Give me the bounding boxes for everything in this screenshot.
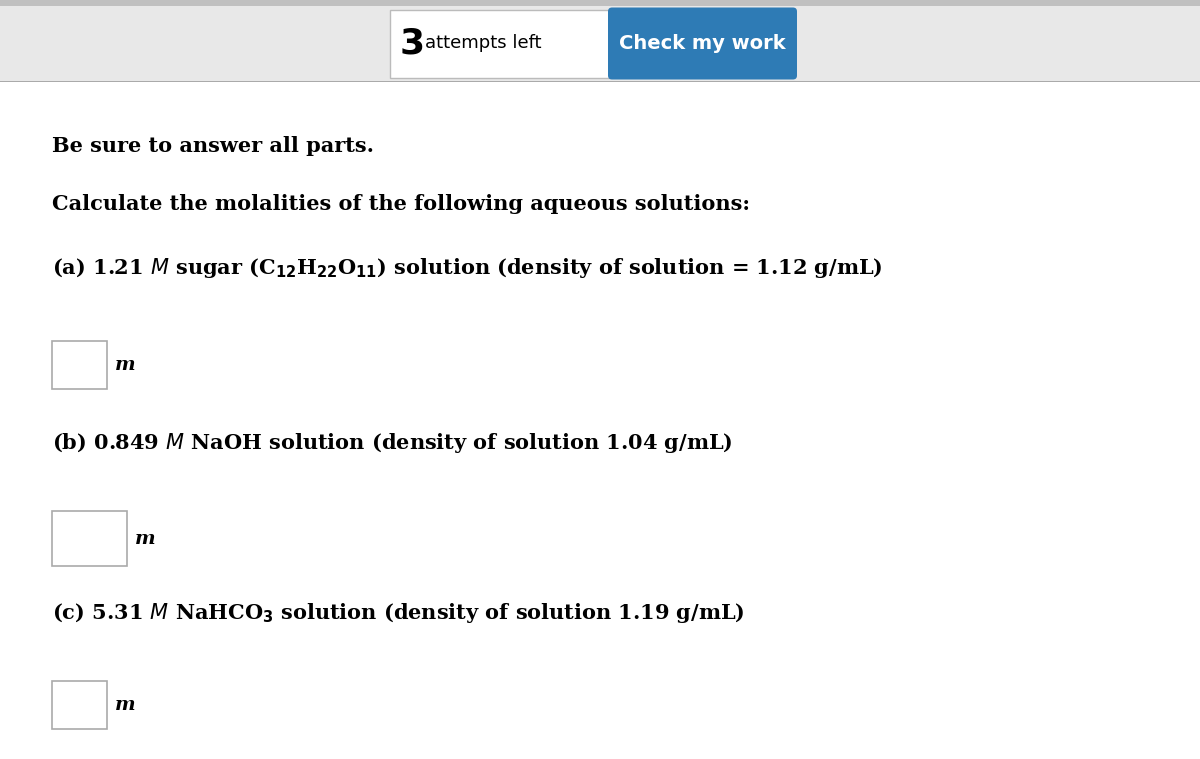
Text: (b) 0.849 $\bf{\mathit{M}}$ NaOH solution (density of solution 1.04 g/mL): (b) 0.849 $\bf{\mathit{M}}$ NaOH solutio…	[52, 431, 733, 455]
Text: Check my work: Check my work	[619, 34, 786, 53]
Bar	[0, 0, 1200, 6]
Text: Be sure to answer all parts.: Be sure to answer all parts.	[52, 136, 374, 156]
Bar	[52, 341, 107, 389]
Text: (a) 1.21 $\bf{\mathit{M}}$ sugar (C$\mathbf{_{12}}$H$\mathbf{_{22}}$O$\mathbf{_{: (a) 1.21 $\bf{\mathit{M}}$ sugar (C$\mat…	[52, 256, 883, 280]
Bar	[0, 80, 1200, 82]
Bar	[52, 511, 127, 566]
Text: m: m	[115, 696, 136, 714]
Text: Calculate the molalities of the following aqueous solutions:: Calculate the molalities of the followin…	[52, 194, 750, 214]
Text: 3: 3	[400, 27, 425, 61]
Text: m: m	[134, 530, 156, 547]
Text: (c) 5.31 $\bf{\mathit{M}}$ NaHCO$\mathbf{_3}$ solution (density of solution 1.19: (c) 5.31 $\bf{\mathit{M}}$ NaHCO$\mathbf…	[52, 601, 745, 625]
Text: attempts left: attempts left	[425, 34, 541, 52]
Text: m: m	[115, 356, 136, 374]
FancyBboxPatch shape	[608, 8, 797, 80]
Bar	[0, 6, 1200, 81]
Bar	[52, 681, 107, 729]
Bar	[390, 10, 610, 77]
